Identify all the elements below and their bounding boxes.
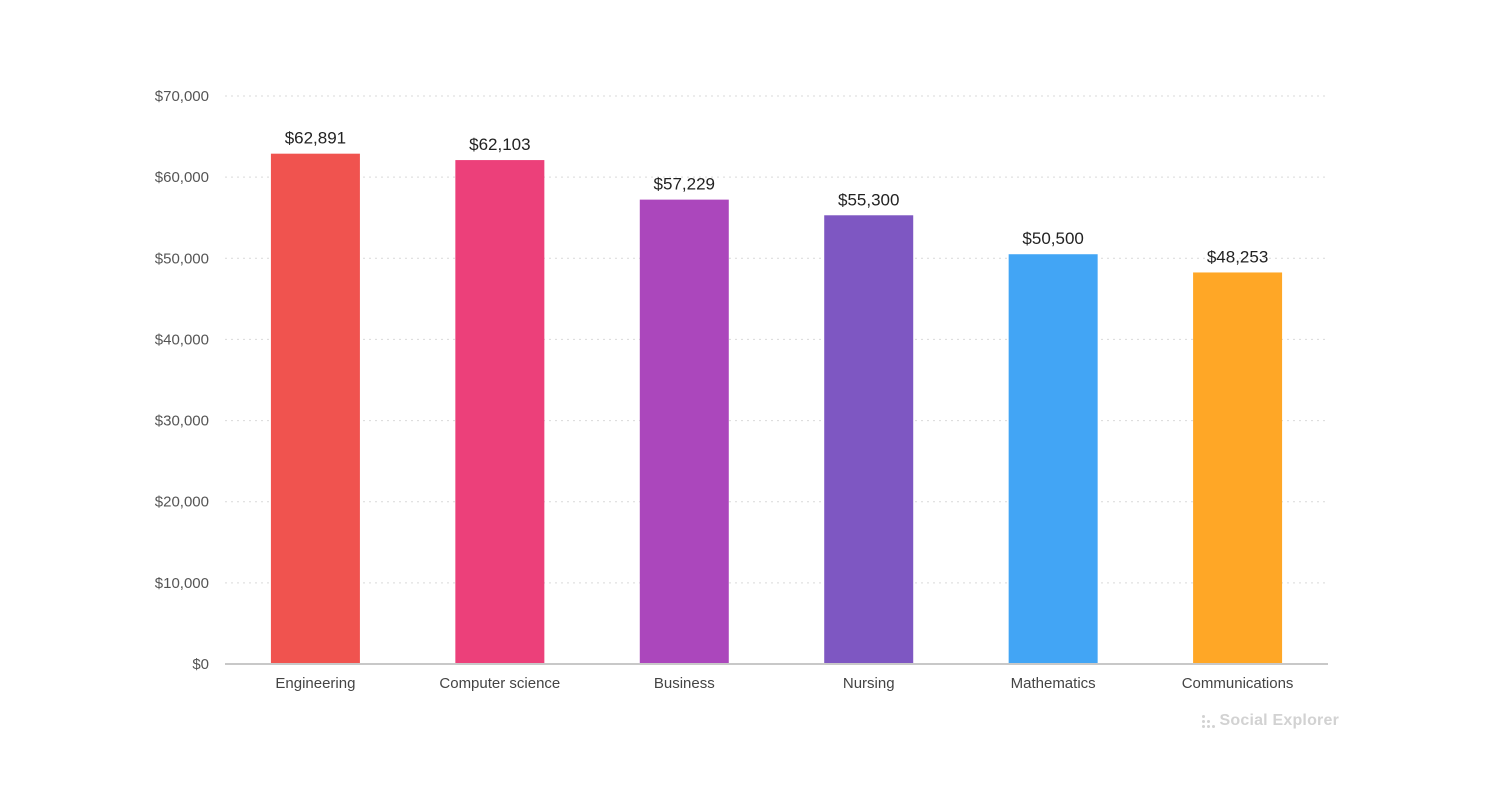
y-tick-label: $20,000 [155,494,209,511]
logo-text: Social Explorer [1219,712,1339,729]
grid-lines [225,95,1328,584]
data-label-1: $62,103 [469,135,530,154]
social-explorer-logo: Social Explorer [1201,712,1340,730]
bar-5 [1193,272,1283,664]
data-labels: $62,891 $62,103 $57,229 $55,300 $50,500 $48,2… [285,129,1269,267]
data-label-3: $55,300 [838,190,899,209]
bar-0 [270,153,360,665]
y-tick-label: $60,000 [155,169,209,186]
x-tick-label-1: Computer science [439,675,560,692]
y-tick-label: $10,000 [155,575,209,592]
bar-2 [639,199,729,664]
y-tick-label: $0 [192,656,209,673]
bar-3 [824,215,914,664]
y-tick-label: $50,000 [155,250,209,267]
data-label-5: $48,253 [1207,247,1268,266]
data-label-4: $50,500 [1022,229,1083,248]
x-tick-label-4: Mathematics [1011,675,1096,692]
x-tick-label-5: Communications [1182,675,1294,692]
y-tick-label: $70,000 [155,88,209,105]
y-axis-ticks: $0 $10,000 $20,000 $30,000 $40,000 $50,000 $60… [155,88,209,673]
dots-grid-icon [1201,714,1215,728]
data-label-0: $62,891 [285,129,346,148]
data-label-2: $57,229 [654,175,715,194]
x-axis-ticks: Engineering Computer science Business Nursi… [275,675,1293,692]
y-tick-label: $40,000 [155,331,209,348]
bar-4 [1008,254,1098,664]
bars [270,153,1283,665]
bar-1 [455,160,545,664]
x-tick-label-2: Business [654,675,715,692]
x-tick-label-3: Nursing [843,675,895,692]
y-tick-label: $30,000 [155,413,209,430]
x-tick-label-0: Engineering [275,675,355,692]
